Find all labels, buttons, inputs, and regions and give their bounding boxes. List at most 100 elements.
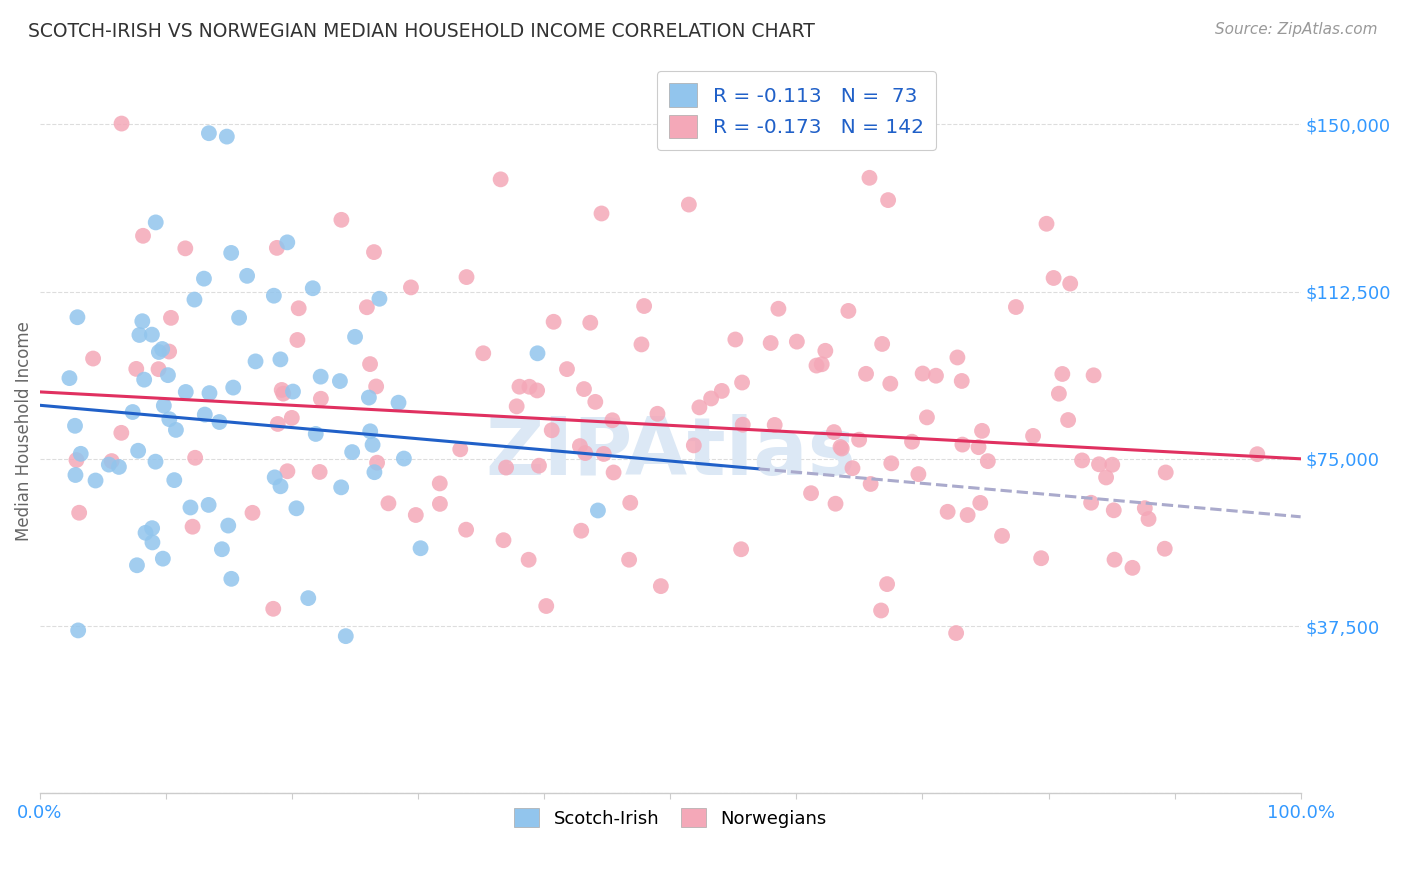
Point [915,410,938,425]
Point [344,330,367,344]
Point [287,333,309,347]
Point [517,553,540,567]
Point [399,280,422,294]
Point [110,425,132,440]
Point [952,437,974,451]
Point [967,440,990,454]
Point [568,439,591,453]
Point [128,328,150,343]
Point [763,417,786,432]
Point [141,521,163,535]
Point [359,357,381,371]
Point [222,381,245,395]
Point [508,380,530,394]
Point [969,496,991,510]
Point [330,480,353,494]
Point [1133,501,1156,516]
Point [82,351,104,366]
Point [242,506,264,520]
Point [148,345,170,359]
Point [366,456,388,470]
Point [925,368,948,383]
Point [572,382,595,396]
Point [308,465,330,479]
Point [141,327,163,342]
Point [145,455,167,469]
Point [1047,386,1070,401]
Point [877,193,900,207]
Point [58,371,80,385]
Point [456,523,478,537]
Point [65,453,87,467]
Point [160,310,183,325]
Point [956,508,979,522]
Point [194,408,217,422]
Point [357,391,380,405]
Point [710,384,733,398]
Point [309,392,332,406]
Point [405,508,427,522]
Point [67,506,90,520]
Point [245,354,267,368]
Point [221,572,243,586]
Point [579,316,602,330]
Point [1071,453,1094,467]
Point [134,373,156,387]
Point [837,304,859,318]
Point [266,241,288,255]
Point [363,465,385,479]
Point [1083,368,1105,383]
Point [1137,512,1160,526]
Point [991,529,1014,543]
Point [602,413,624,427]
Point [263,470,285,484]
Point [901,434,924,449]
Point [946,351,969,365]
Point [859,477,882,491]
Point [786,334,808,349]
Point [236,268,259,283]
Point [1080,496,1102,510]
Point [131,314,153,328]
Point [880,456,903,470]
Point [121,405,143,419]
Point [536,599,558,613]
Text: ZIPAtlas: ZIPAtlas [485,414,856,491]
Point [366,379,388,393]
Point [148,362,170,376]
Point [125,558,148,573]
Point [301,281,323,295]
Point [356,300,378,314]
Point [340,445,363,459]
Point [135,525,157,540]
Point [165,423,187,437]
Point [66,310,89,325]
Point [67,624,90,638]
Point [197,498,219,512]
Point [768,301,790,316]
Point [359,425,381,439]
Point [574,446,596,460]
Point [800,486,823,500]
Point [855,367,877,381]
Point [633,299,655,313]
Point [619,496,641,510]
Y-axis label: Median Household Income: Median Household Income [15,321,32,541]
Point [287,301,309,316]
Point [429,476,451,491]
Point [215,129,238,144]
Point [377,496,399,510]
Point [127,443,149,458]
Text: Source: ZipAtlas.com: Source: ZipAtlas.com [1215,22,1378,37]
Point [630,337,652,351]
Point [1121,561,1143,575]
Point [179,500,201,515]
Point [911,367,934,381]
Point [907,467,929,482]
Point [1154,466,1177,480]
Point [731,417,754,432]
Point [1101,458,1123,472]
Point [156,368,179,383]
Point [858,170,880,185]
Point [472,346,495,360]
